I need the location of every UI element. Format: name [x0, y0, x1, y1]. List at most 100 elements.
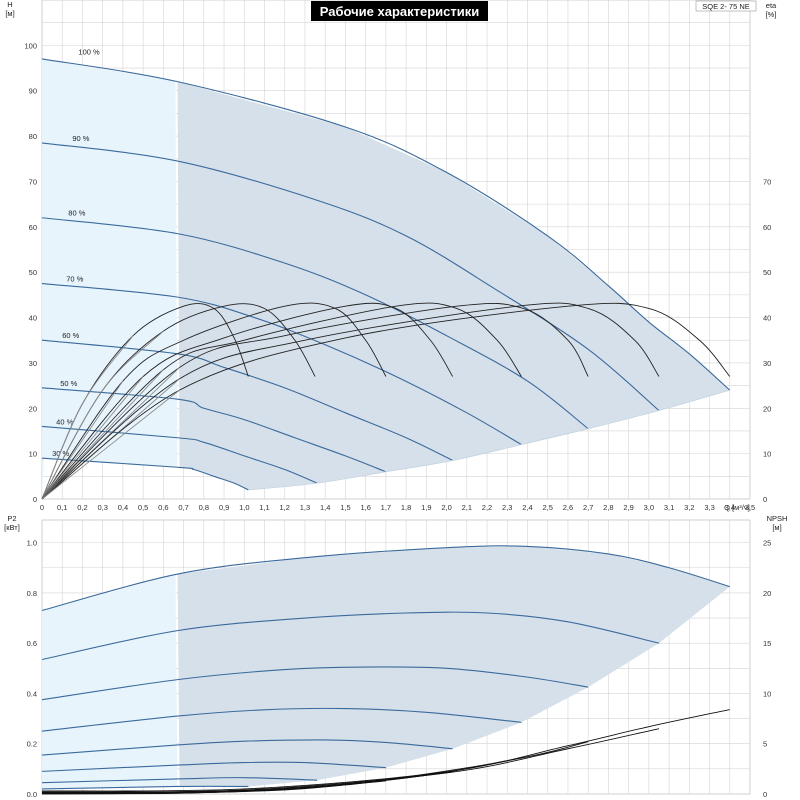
axes: 0 0,1 0,2 0,3 0,4 0,5 0,6 0,7 0,8 0,9 1,0 1,1 1,2 1,3…	[5, 0, 777, 512]
speed-curves: 100 % 90 % 80 % 70 % 60 % 50 % 40 % 30 %	[41, 48, 731, 491]
x-tick-label: 0,9	[219, 503, 229, 512]
eta-curve-partial	[41, 389, 180, 500]
y2-tick-label: 10	[763, 450, 771, 459]
y-tick-label: 1.0	[27, 539, 37, 548]
y2-tick-label: 20	[763, 589, 771, 598]
x-tick-label: 1,4	[320, 503, 330, 512]
power-curve-5	[41, 739, 453, 756]
y2-tick-label: 25	[763, 539, 771, 548]
x-tick-label: 1,6	[360, 503, 370, 512]
power-curve-3	[41, 666, 589, 701]
eta-curve-8	[41, 302, 731, 500]
speed-curve-1	[41, 58, 731, 391]
speed-curve-label: 80 %	[68, 209, 85, 218]
eta-curve-5	[41, 302, 522, 500]
y-tick-label: 100	[24, 41, 37, 50]
model-box-border	[695, 0, 757, 12]
y2-axis-unit: [%]	[766, 10, 777, 19]
y-tick-label: 80	[29, 132, 37, 141]
y-tick-label: 90	[29, 87, 37, 96]
y-tick-label: 0.4	[27, 689, 37, 698]
y-tick-label: 40	[29, 314, 37, 323]
y-tick-label: 70	[29, 177, 37, 186]
eta-curve-partial	[41, 380, 124, 500]
x-tick-label: 3,2	[684, 503, 694, 512]
speed-curve-label: 50 %	[60, 379, 77, 388]
x-tick-label: 1,8	[401, 503, 411, 512]
x-tick-label: 1,1	[259, 503, 269, 512]
partial-load-region	[42, 58, 178, 499]
x-tick-label: 0,2	[77, 503, 87, 512]
npsh-curves	[41, 709, 730, 795]
x-tick-label: 2,2	[482, 503, 492, 512]
title-background	[311, 1, 488, 21]
power-curve-2	[41, 611, 660, 661]
x-tick-label: 0,8	[199, 503, 209, 512]
y-tick-label: 10	[29, 450, 37, 459]
eta-curve-partial	[41, 330, 164, 500]
power-curve-7	[41, 777, 318, 784]
y2-tick-label: 70	[763, 177, 771, 186]
power-curve-6	[41, 761, 386, 772]
x-tick-label: 0,3	[97, 503, 107, 512]
y-tick-label: 20	[29, 404, 37, 413]
y2-axis-label: NPSH	[767, 514, 788, 523]
y2-axis-unit: [м]	[772, 523, 781, 532]
speed-curve-8	[41, 457, 249, 491]
model-label: SQE 2- 75 NE	[702, 2, 750, 11]
y2-tick-label: 0	[763, 495, 767, 504]
eta-curve-4	[41, 302, 454, 500]
eta-curve-partial	[41, 335, 134, 500]
y2-tick-label: 50	[763, 268, 771, 277]
x-tick-label: 2,8	[603, 503, 613, 512]
npsh-curve-8	[41, 790, 249, 795]
x-tick-label: 2,7	[583, 503, 593, 512]
speed-curve-label: 40 %	[56, 417, 73, 426]
y-tick-label: 0.2	[27, 740, 37, 749]
y2-tick-label: 10	[763, 689, 771, 698]
speed-curve-7	[41, 425, 318, 484]
x-tick-label: 2,0	[441, 503, 451, 512]
speed-curve-5	[41, 339, 453, 461]
x-tick-label: 1,9	[421, 503, 431, 512]
speed-curve-2	[41, 142, 660, 411]
speed-curve-label: 60 %	[62, 331, 79, 340]
partial-load-region	[42, 574, 178, 789]
power-chart: 0.0 0.2 0.4 0.6 0.8 1.0 0 5 10 15 20 25 P2[кВт] NPSH[…	[4, 514, 787, 799]
x-tick-label: 2,6	[563, 503, 573, 512]
speed-curve-label: 90 %	[72, 134, 89, 143]
x-tick-label: 0,4	[118, 503, 128, 512]
power-curve-1	[41, 545, 730, 612]
y-tick-label: 0	[33, 495, 37, 504]
y2-axis-label: eta	[766, 1, 777, 10]
x-tick-label: 1,3	[300, 503, 310, 512]
chart-title: Рабочие характеристики	[320, 4, 480, 19]
y2-tick-label: 5	[763, 740, 767, 749]
x-tick-label: 3,5	[745, 503, 755, 512]
speed-curve-label: 70 %	[66, 275, 83, 284]
speed-curve-4	[41, 282, 522, 446]
y-tick-label: 0.8	[27, 589, 37, 598]
x-tick-label: 1,7	[381, 503, 391, 512]
power-curves	[41, 545, 730, 790]
eta-curve-6	[41, 302, 589, 500]
efficiency-curves	[41, 302, 731, 500]
speed-curve-label: 100 %	[78, 48, 100, 57]
x-tick-label: 3,0	[644, 503, 654, 512]
y-tick-label: 0.6	[27, 639, 37, 648]
x-tick-label: 3,3	[704, 503, 714, 512]
y-axis-label: P2	[7, 514, 16, 523]
y2-tick-label: 15	[763, 639, 771, 648]
y2-tick-label: 30	[763, 359, 771, 368]
speed-curve-label: 30 %	[52, 449, 69, 458]
y-tick-label: 50	[29, 268, 37, 277]
x-tick-label: 0,6	[158, 503, 168, 512]
x-tick-label: 0,7	[178, 503, 188, 512]
title-block: Рабочие характеристики	[311, 1, 488, 21]
x-tick-label: 2,3	[502, 503, 512, 512]
head-chart: 100 % 90 % 80 % 70 % 60 % 50 % 40 % 30 % 0 0,1 0,2…	[5, 0, 777, 512]
x-tick-label: 3,4	[725, 503, 735, 512]
y-axis-unit: [кВт]	[4, 523, 20, 532]
y-tick-label: 60	[29, 223, 37, 232]
